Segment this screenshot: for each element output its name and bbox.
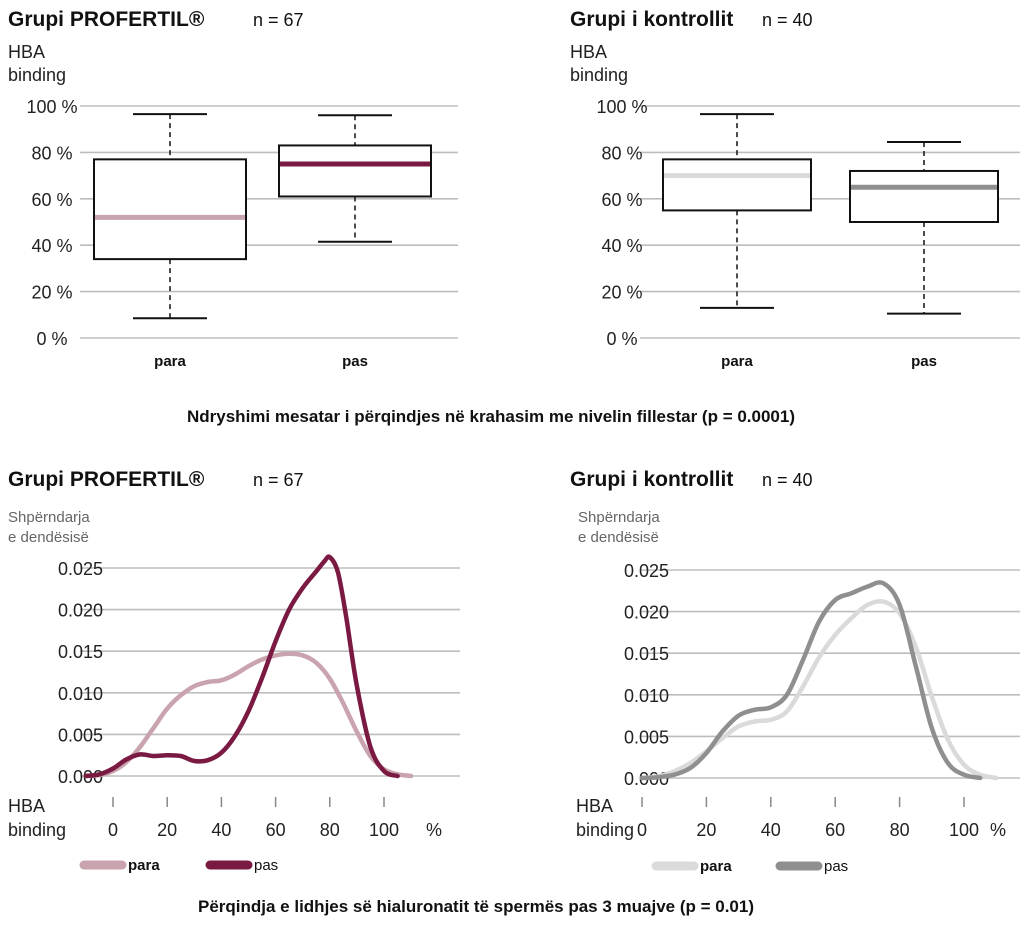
box-para (662, 158, 812, 212)
y-tick-label: 0.025 (624, 561, 669, 581)
x-axis-label: binding (8, 820, 66, 840)
density-curve-para (83, 651, 414, 779)
y-tick-label: 60 % (31, 190, 72, 210)
y-axis-label: e dendësisë (578, 529, 659, 546)
chart-title: Grupi PROFERTIL® (8, 8, 205, 31)
x-tick-label: 40 (761, 820, 781, 840)
x-tick-label: 80 (320, 820, 340, 840)
y-tick-label: 0.000 (58, 767, 103, 787)
y-tick-label: 0.010 (58, 684, 103, 704)
category-label: para (154, 353, 186, 370)
x-tick-label: 0 (108, 820, 118, 840)
box-pas (278, 144, 432, 198)
chart-title: Grupi PROFERTIL® (8, 468, 205, 491)
x-axis-label: HBA (576, 796, 613, 816)
chart-title: Grupi i kontrollit (570, 8, 733, 31)
legend-label-para: para (128, 857, 160, 874)
y-axis-label: Shpërndarja (8, 509, 90, 526)
chart-panel-1: Grupi PROFERTIL® n = 67 HBA binding 0 % 20 % 4… (8, 8, 458, 370)
legend-label-pas: pas (254, 857, 278, 874)
sample-size-label: n = 40 (762, 470, 813, 490)
x-axis-label: HBA (8, 796, 45, 816)
x-tick-label: 0 (637, 820, 647, 840)
y-tick-label: 60 % (601, 190, 642, 210)
x-tick-label: 20 (157, 820, 177, 840)
y-tick-label: 0.025 (58, 559, 103, 579)
legend-label-pas: pas (824, 858, 848, 875)
y-tick-label: 0.005 (624, 727, 669, 747)
x-tick-label: 80 (890, 820, 910, 840)
sample-size-label: n = 67 (253, 470, 304, 490)
y-tick-label: 80 % (31, 143, 72, 163)
sample-size-label: n = 40 (762, 10, 813, 30)
x-axis-label: binding (576, 820, 634, 840)
x-tick-label: 20 (696, 820, 716, 840)
y-tick-label: 100 % (26, 97, 77, 117)
y-tick-label: 0 % (36, 329, 67, 349)
y-tick-label: 40 % (31, 236, 72, 256)
x-tick-label: 100 (369, 820, 399, 840)
sample-size-label: n = 67 (253, 10, 304, 30)
y-axis-label: HBA (8, 42, 45, 62)
density-curve-pas (83, 554, 400, 779)
box-para (93, 158, 247, 261)
y-tick-label: 0.020 (624, 603, 669, 623)
y-tick-label: 0.015 (624, 644, 669, 664)
y-axis-label: HBA (570, 42, 607, 62)
y-tick-label: 0.015 (58, 642, 103, 662)
bottom-caption: Përqindja e lidhjes së hialuronatit të s… (198, 897, 754, 916)
y-axis-label: binding (8, 65, 66, 85)
y-axis-label: e dendësisë (8, 529, 89, 546)
x-tick-label: 60 (825, 820, 845, 840)
y-tick-label: 0.010 (624, 686, 669, 706)
chart-title: Grupi i kontrollit (570, 468, 733, 491)
y-tick-label: 80 % (601, 143, 642, 163)
y-tick-label: 0.005 (58, 725, 103, 745)
category-label: pas (911, 353, 937, 370)
x-unit-label: % (990, 820, 1006, 840)
y-tick-label: 0 % (606, 329, 637, 349)
x-unit-label: % (426, 820, 442, 840)
top-caption: Ndryshimi mesatar i përqindjes në krahas… (187, 407, 795, 426)
y-tick-label: 100 % (596, 97, 647, 117)
y-tick-label: 40 % (601, 236, 642, 256)
category-label: pas (342, 353, 368, 370)
y-tick-label: 20 % (601, 283, 642, 303)
x-tick-label: 40 (211, 820, 231, 840)
x-tick-label: 60 (266, 820, 286, 840)
y-tick-label: 20 % (31, 283, 72, 303)
chart-panel-4: Grupi i kontrollit n = 40 Shpërndarja e den… (570, 468, 1020, 875)
x-tick-label: 100 (949, 820, 979, 840)
chart-panel-3: Grupi PROFERTIL® n = 67 Shpërndarja e dendë… (8, 468, 460, 874)
category-label: para (721, 353, 753, 370)
y-axis-label: binding (570, 65, 628, 85)
y-tick-label: 0.020 (58, 601, 103, 621)
chart-panel-2: Grupi i kontrollit n = 40 HBA binding 0 % 20 … (570, 8, 1020, 370)
legend-label-para: para (700, 858, 732, 875)
density-curve-pas (639, 580, 983, 781)
box-pas (849, 169, 999, 224)
y-axis-label: Shpërndarja (578, 509, 660, 526)
